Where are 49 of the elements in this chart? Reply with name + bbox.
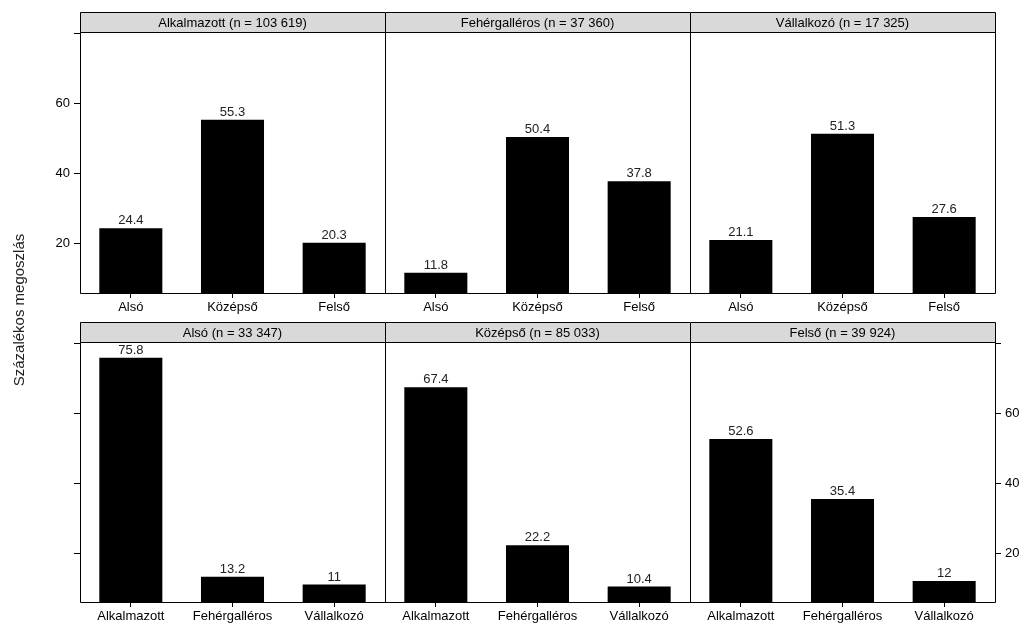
data-label: 20.3 [321,226,347,242]
x-tick-label: Alkalmazott [402,608,470,624]
data-label: 67.4 [423,371,449,387]
data-label: 27.6 [931,201,957,217]
y-axis-title: Százalékos megoszlás [9,233,27,387]
data-label: 11 [327,568,341,584]
data-label: 12 [936,565,952,581]
y2-tick-label: 40 [1005,474,1020,490]
data-label: 13.2 [219,560,246,576]
x-tick-label: Fehérgalléros [802,608,883,624]
x-tick-label: Alsó [118,299,144,315]
x-tick-label: Fehérgalléros [497,608,578,624]
chart-title: Fehérgalléros (n = 37 360) [460,14,615,30]
chart-title: Vállalkozó (n = 17 325) [775,14,910,30]
chart-title: Középső (n = 85 033) [475,324,600,340]
y2-tick-label: 60 [1005,404,1020,420]
data-label: 21.1 [728,224,754,240]
data-label: 50.4 [524,121,551,137]
x-tick-label: Középső [512,299,563,315]
x-tick-label: Felső [318,299,351,315]
x-tick-label: Vállalkozó [609,608,669,624]
data-label: 37.8 [626,165,652,181]
y-tick-label: 40 [55,165,70,181]
x-tick-label: Vállalkozó [914,608,974,624]
chart-title: Alsó (n = 33 347) [182,324,283,340]
y-tick-label: 60 [55,94,70,110]
data-label: 10.4 [626,570,652,586]
x-tick-label: Fehérgalléros [192,608,273,624]
x-tick-label: Alkalmazott [707,608,775,624]
x-tick-label: Középső [207,299,258,315]
data-label: 51.3 [829,117,856,133]
data-label: 24.4 [118,212,144,228]
x-tick-label: Alsó [728,299,754,315]
y2-tick-label: 20 [1005,544,1020,560]
chart-title: Alkalmazott (n = 103 619) [158,14,307,30]
data-label: 35.4 [829,483,856,499]
y-tick-label: 20 [55,235,70,251]
x-tick-label: Felső [623,299,656,315]
data-label: 75.8 [118,341,144,357]
x-tick-label: Felső [928,299,961,315]
x-tick-label: Alkalmazott [97,608,165,624]
chart-title: Felső (n = 39 924) [789,324,896,340]
data-label: 55.3 [219,103,246,119]
data-label: 22.2 [524,529,551,545]
x-tick-label: Alsó [423,299,449,315]
x-tick-label: Középső [817,299,868,315]
data-label: 52.6 [728,423,754,439]
x-tick-label: Vállalkozó [304,608,364,624]
data-label: 11.8 [423,256,449,272]
